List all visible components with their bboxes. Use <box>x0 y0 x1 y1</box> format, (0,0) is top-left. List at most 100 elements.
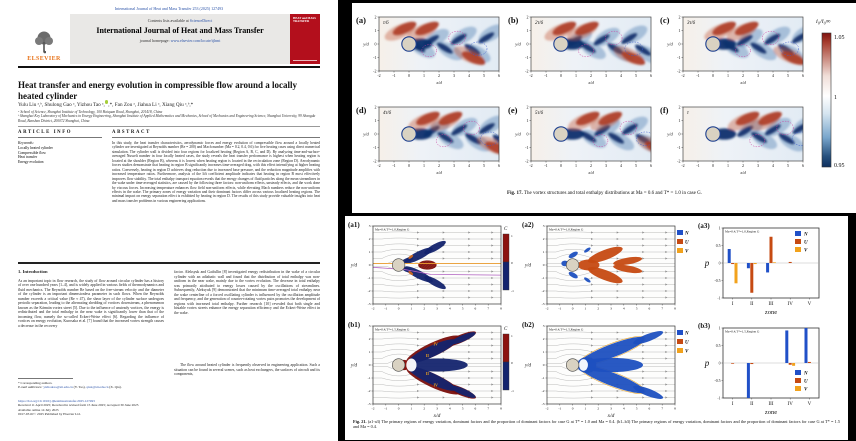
x-axis-label: x/d <box>587 170 594 175</box>
y-axis-label: y/d <box>350 264 358 269</box>
svg-text:-1: -1 <box>542 276 545 280</box>
journal-banner: ELSEVIER Contents lists available at Sci… <box>18 14 320 64</box>
svg-text:3: 3 <box>436 407 438 411</box>
svg-text:-1: -1 <box>696 73 699 78</box>
bar-N-II <box>746 363 750 398</box>
svg-text:0: 0 <box>543 263 545 267</box>
introduction-text-2: factor. Aleksyuk and Gaifullin [8] inves… <box>174 270 320 315</box>
svg-text:4: 4 <box>449 307 451 311</box>
svg-text:4: 4 <box>623 407 625 411</box>
cylinder <box>565 258 580 272</box>
svg-text:-1: -1 <box>368 276 371 280</box>
svg-text:1: 1 <box>585 307 587 311</box>
cylinder <box>401 126 417 142</box>
svg-text:5: 5 <box>636 407 638 411</box>
bar-N-II <box>746 263 750 269</box>
x-axis-label: x/d <box>587 80 594 85</box>
time-label: 4τ/6 <box>383 111 392 116</box>
svg-text:2: 2 <box>679 14 681 19</box>
panel-title: Ma=0.4,T*=1.5,Region G <box>375 328 410 333</box>
figure-21-caption-text: (a1-a3) The primary regions of energy va… <box>353 419 840 430</box>
svg-text:3: 3 <box>453 73 455 78</box>
email-link-2[interactable]: qiux@sit.edu.cn <box>86 384 109 389</box>
svg-text:8: 8 <box>500 307 502 311</box>
svg-text:2: 2 <box>543 237 545 241</box>
svg-text:1: 1 <box>411 307 413 311</box>
svg-text:5: 5 <box>635 163 637 168</box>
elsevier-tree-icon <box>35 31 53 54</box>
svg-text:8: 8 <box>500 407 502 411</box>
zone-label: II <box>426 371 430 376</box>
legend-swatch <box>677 239 683 244</box>
svg-text:2: 2 <box>590 73 592 78</box>
contents-line: Contents lists available at ScienceDirec… <box>70 18 290 23</box>
doi-link[interactable]: https://doi.org/10.1016/j.ijheatmasstran… <box>18 399 95 403</box>
keyword-item: Heat transfer <box>18 155 38 160</box>
svg-text:-1: -1 <box>392 73 395 78</box>
article-title: Heat transfer and energy evolution in co… <box>18 80 297 102</box>
journal-homepage-link[interactable]: www.elsevier.com/locate/ijhmt <box>170 38 221 43</box>
x-axis-label: zone <box>765 309 777 316</box>
svg-text:6: 6 <box>802 73 804 78</box>
abstract-bottom-rule <box>18 262 320 264</box>
svg-text:1: 1 <box>411 407 413 411</box>
figure-17: (a) τ/6 2 1 0 -1 -2 -2 -1 0 1 2 3 4 5 6 y/d x/d (b) 2τ/6 2 1 0… <box>351 2 856 214</box>
bar-V-III <box>772 262 776 263</box>
svg-text:-2: -2 <box>373 158 376 163</box>
y-axis-label: y/d <box>666 132 673 137</box>
footnote-block: * Corresponding authors. E-mail addresse… <box>18 378 164 389</box>
orcid-icon[interactable] <box>104 100 109 104</box>
colorbar-tick: 1 <box>511 334 513 338</box>
svg-text:-2: -2 <box>372 307 375 311</box>
svg-text:0: 0 <box>572 407 574 411</box>
svg-text:5: 5 <box>462 307 464 311</box>
colorbar-label: C <box>504 327 508 332</box>
homepage-prefix: journal homepage: <box>139 38 171 43</box>
banner-rule <box>18 66 320 68</box>
svg-text:1: 1 <box>727 163 729 168</box>
email-label: E-mail addresses: <box>18 384 44 389</box>
svg-text:-2: -2 <box>542 389 545 393</box>
svg-text:6: 6 <box>498 73 500 78</box>
panel-title: Ma=0.4,T*=1.0,Region G <box>375 228 410 233</box>
svg-text:4: 4 <box>468 163 470 168</box>
svg-text:6: 6 <box>649 307 651 311</box>
legend-swatch <box>795 231 801 236</box>
y-axis-label: y/d <box>514 42 521 47</box>
svg-text:2: 2 <box>543 337 545 341</box>
time-label: τ <box>687 111 689 116</box>
email-link-1[interactable]: yizhoutao@sit.edu.cn <box>43 384 73 389</box>
svg-text:0: 0 <box>398 407 400 411</box>
keywords-list: Locally heated cylinder Compressible flow… <box>18 146 102 164</box>
svg-text:-2: -2 <box>377 163 380 168</box>
contents-prefix: Contents lists available at <box>147 18 190 23</box>
bar-N-V <box>804 328 808 363</box>
received-line: Received 11 April 2025; Received in revi… <box>18 403 139 408</box>
fig17-panel-(d): (d) 4τ/6 2 1 0 -1 -2-2 -1 0 1 2 3 4 5 6 y/d x/d <box>356 104 500 175</box>
svg-text:3: 3 <box>757 163 759 168</box>
legend-label: N <box>684 332 689 337</box>
svg-text:4: 4 <box>620 73 622 78</box>
colorbar-label: C <box>504 227 508 232</box>
svg-text:5: 5 <box>462 407 464 411</box>
legend-label: V <box>804 388 808 393</box>
svg-text:-1: -1 <box>544 73 547 78</box>
fig17-colorbar-svg: i₀/i₀∞ 1.05 1 0.95 <box>816 18 845 169</box>
svg-text:-3: -3 <box>368 402 371 406</box>
email-suffix-2: (X. Qiu). <box>108 384 122 389</box>
svg-text:0: 0 <box>527 131 529 136</box>
x-tick-label: IV <box>788 402 794 407</box>
svg-text:7: 7 <box>487 307 489 311</box>
sciencedirect-link[interactable]: ScienceDirect <box>189 18 213 23</box>
x-tick-label: II <box>750 402 754 407</box>
section-rule <box>18 126 320 127</box>
bar-N-III <box>766 263 770 273</box>
svg-text:2: 2 <box>590 163 592 168</box>
abstract-text: In this study, the heat transfer charact… <box>112 141 320 203</box>
svg-text:4: 4 <box>772 163 774 168</box>
svg-text:3: 3 <box>610 307 612 311</box>
figure-21-caption: Fig. 21. (a1-a3) The primary regions of … <box>353 419 840 429</box>
fig17-panel-(a): (a) τ/6 2 1 0 -1 -2-2 -1 0 1 2 3 4 5 6 y/d x/d <box>356 14 500 85</box>
